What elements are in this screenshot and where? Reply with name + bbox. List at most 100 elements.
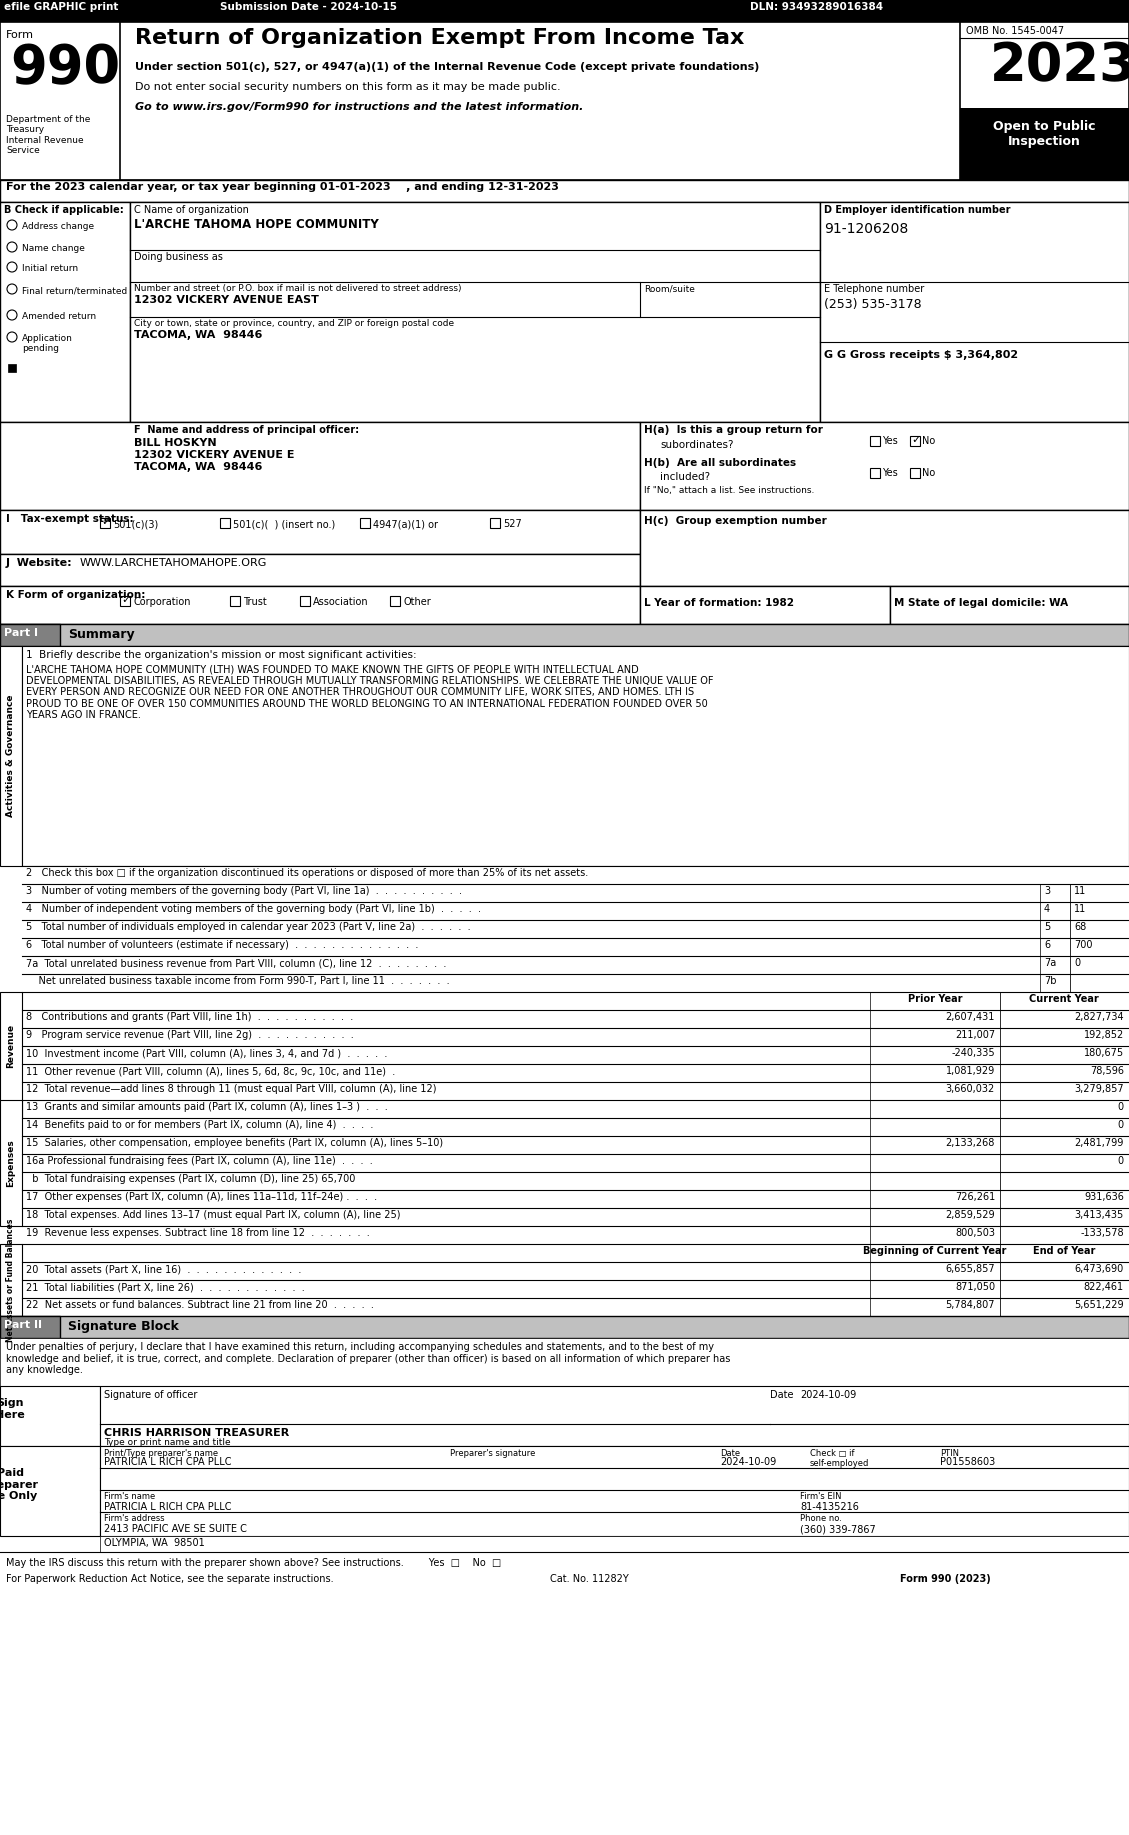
Bar [1040, 884, 1070, 903]
Text: (360) 339-7867: (360) 339-7867 [800, 1525, 876, 1534]
Text: ✓: ✓ [100, 517, 111, 527]
Text: Number and street (or P.O. box if mail is not delivered to street address): Number and street (or P.O. box if mail i… [134, 284, 462, 294]
Bar [0, 585, 640, 624]
Bar [100, 1536, 1129, 1552]
Text: 726,261: 726,261 [955, 1193, 995, 1202]
Text: 19  Revenue less expenses. Subtract line 18 from line 12  .  .  .  .  .  .  .: 19 Revenue less expenses. Subtract line … [26, 1228, 370, 1239]
Bar [120, 596, 130, 606]
Bar [0, 22, 1129, 180]
Text: 3: 3 [1044, 886, 1050, 895]
Text: 0: 0 [1118, 1156, 1124, 1165]
Bar [220, 517, 230, 528]
Text: ✓: ✓ [911, 435, 920, 446]
Text: Yes: Yes [882, 437, 898, 446]
Text: Form: Form [6, 29, 34, 40]
Text: No: No [922, 437, 935, 446]
Text: PTIN: PTIN [940, 1450, 959, 1459]
Text: Date: Date [720, 1450, 741, 1459]
Text: 18  Total expenses. Add lines 13–17 (must equal Part IX, column (A), line 25): 18 Total expenses. Add lines 13–17 (must… [26, 1209, 401, 1220]
Text: 2024-10-09: 2024-10-09 [720, 1457, 777, 1466]
Bar [100, 517, 110, 528]
Text: 2,827,734: 2,827,734 [1075, 1011, 1124, 1022]
Bar [0, 1316, 60, 1338]
Bar [1040, 974, 1070, 993]
Bar [100, 1385, 1129, 1446]
Text: OLYMPIA, WA  98501: OLYMPIA, WA 98501 [104, 1538, 204, 1549]
Text: 2,607,431: 2,607,431 [946, 1011, 995, 1022]
Text: City or town, state or province, country, and ZIP or foreign postal code: City or town, state or province, country… [134, 319, 454, 328]
Bar [0, 1244, 21, 1316]
Text: 871,050: 871,050 [955, 1283, 995, 1292]
Text: L'ARCHE TAHOMA HOPE COMMUNITY (LTH) WAS FOUNDED TO MAKE KNOWN THE GIFTS OF PEOPL: L'ARCHE TAHOMA HOPE COMMUNITY (LTH) WAS … [26, 664, 714, 721]
Text: M State of legal domicile: WA: M State of legal domicile: WA [894, 598, 1068, 607]
Bar [130, 202, 820, 422]
Bar [1040, 956, 1070, 974]
Bar [870, 1207, 1000, 1226]
Bar [1000, 1009, 1129, 1028]
Bar [0, 1099, 21, 1226]
Text: 2413 PACIFIC AVE SE SUITE C: 2413 PACIFIC AVE SE SUITE C [104, 1525, 247, 1534]
Bar [870, 437, 879, 446]
Bar [1070, 956, 1129, 974]
Text: I   Tax-exempt status:: I Tax-exempt status: [6, 514, 133, 525]
Bar [100, 1446, 1129, 1536]
Bar [0, 510, 640, 554]
Text: PATRICIA L RICH CPA PLLC: PATRICIA L RICH CPA PLLC [104, 1503, 231, 1512]
Text: 8   Contributions and grants (Part VIII, line 1h)  .  .  .  .  .  .  .  .  .  . : 8 Contributions and grants (Part VIII, l… [26, 1011, 353, 1022]
Bar [0, 646, 21, 866]
Text: Other: Other [403, 596, 431, 607]
Text: 2,481,799: 2,481,799 [1075, 1138, 1124, 1149]
Bar [0, 1446, 100, 1536]
Text: 22  Net assets or fund balances. Subtract line 21 from line 20  .  .  .  .  .: 22 Net assets or fund balances. Subtract… [26, 1299, 374, 1310]
Text: Prior Year: Prior Year [908, 995, 962, 1004]
Bar [0, 180, 1129, 202]
Text: 3   Number of voting members of the governing body (Part VI, line 1a)  .  .  .  : 3 Number of voting members of the govern… [26, 886, 462, 895]
Text: 5: 5 [1044, 921, 1050, 932]
Text: 13  Grants and similar amounts paid (Part IX, column (A), lines 1–3 )  .  .  .: 13 Grants and similar amounts paid (Part… [26, 1103, 387, 1112]
Text: OMB No. 1545-0047: OMB No. 1545-0047 [966, 26, 1065, 37]
Text: PATRICIA L RICH CPA PLLC: PATRICIA L RICH CPA PLLC [104, 1457, 231, 1466]
Text: Current Year: Current Year [1030, 995, 1099, 1004]
Text: Room/suite: Room/suite [644, 284, 694, 294]
Bar [1000, 1207, 1129, 1226]
Text: Form 990 (2023): Form 990 (2023) [900, 1574, 991, 1584]
Text: Firm's name: Firm's name [104, 1492, 156, 1501]
Text: Final return/terminated: Final return/terminated [21, 286, 128, 295]
Bar [1000, 1099, 1129, 1118]
Text: 180,675: 180,675 [1084, 1048, 1124, 1059]
Text: Expenses: Expenses [7, 1140, 16, 1187]
Text: 527: 527 [504, 519, 522, 528]
Text: 5,651,229: 5,651,229 [1075, 1299, 1124, 1310]
Text: F  Name and address of principal officer:: F Name and address of principal officer: [134, 426, 359, 435]
Bar [1000, 1064, 1129, 1083]
Bar [640, 510, 1129, 585]
Text: 4947(a)(1) or: 4947(a)(1) or [373, 519, 438, 528]
Text: Signature Block: Signature Block [68, 1319, 178, 1332]
Text: 11: 11 [1074, 905, 1086, 914]
Bar [870, 1244, 1000, 1262]
Bar [0, 0, 1129, 22]
Bar [640, 422, 1129, 510]
Text: 822,461: 822,461 [1084, 1283, 1124, 1292]
Text: Part II: Part II [5, 1319, 42, 1330]
Text: Firm's address: Firm's address [104, 1514, 165, 1523]
Text: 4: 4 [1044, 905, 1050, 914]
Bar [1000, 1118, 1129, 1136]
Text: Net Assets or Fund Balances: Net Assets or Fund Balances [7, 1218, 16, 1341]
Text: 2   Check this box □ if the organization discontinued its operations or disposed: 2 Check this box □ if the organization d… [26, 868, 588, 877]
Text: 3,660,032: 3,660,032 [946, 1084, 995, 1094]
Text: TACOMA, WA  98446: TACOMA, WA 98446 [134, 462, 262, 472]
Text: 6   Total number of volunteers (estimate if necessary)  .  .  .  .  .  .  .  .  : 6 Total number of volunteers (estimate i… [26, 940, 419, 951]
Text: 4   Number of independent voting members of the governing body (Part VI, line 1b: 4 Number of independent voting members o… [26, 905, 481, 914]
Bar [390, 596, 400, 606]
Text: Address change: Address change [21, 222, 94, 231]
Text: 990: 990 [10, 42, 120, 94]
Text: 7a: 7a [1044, 958, 1057, 969]
Text: 12  Total revenue—add lines 8 through 11 (must equal Part VIII, column (A), line: 12 Total revenue—add lines 8 through 11 … [26, 1084, 437, 1094]
Bar [870, 1136, 1000, 1154]
Bar [890, 585, 1129, 624]
Text: included?: included? [660, 472, 710, 483]
Text: Part I: Part I [5, 628, 38, 639]
Text: efile GRAPHIC print: efile GRAPHIC print [5, 2, 119, 13]
Bar [360, 517, 370, 528]
